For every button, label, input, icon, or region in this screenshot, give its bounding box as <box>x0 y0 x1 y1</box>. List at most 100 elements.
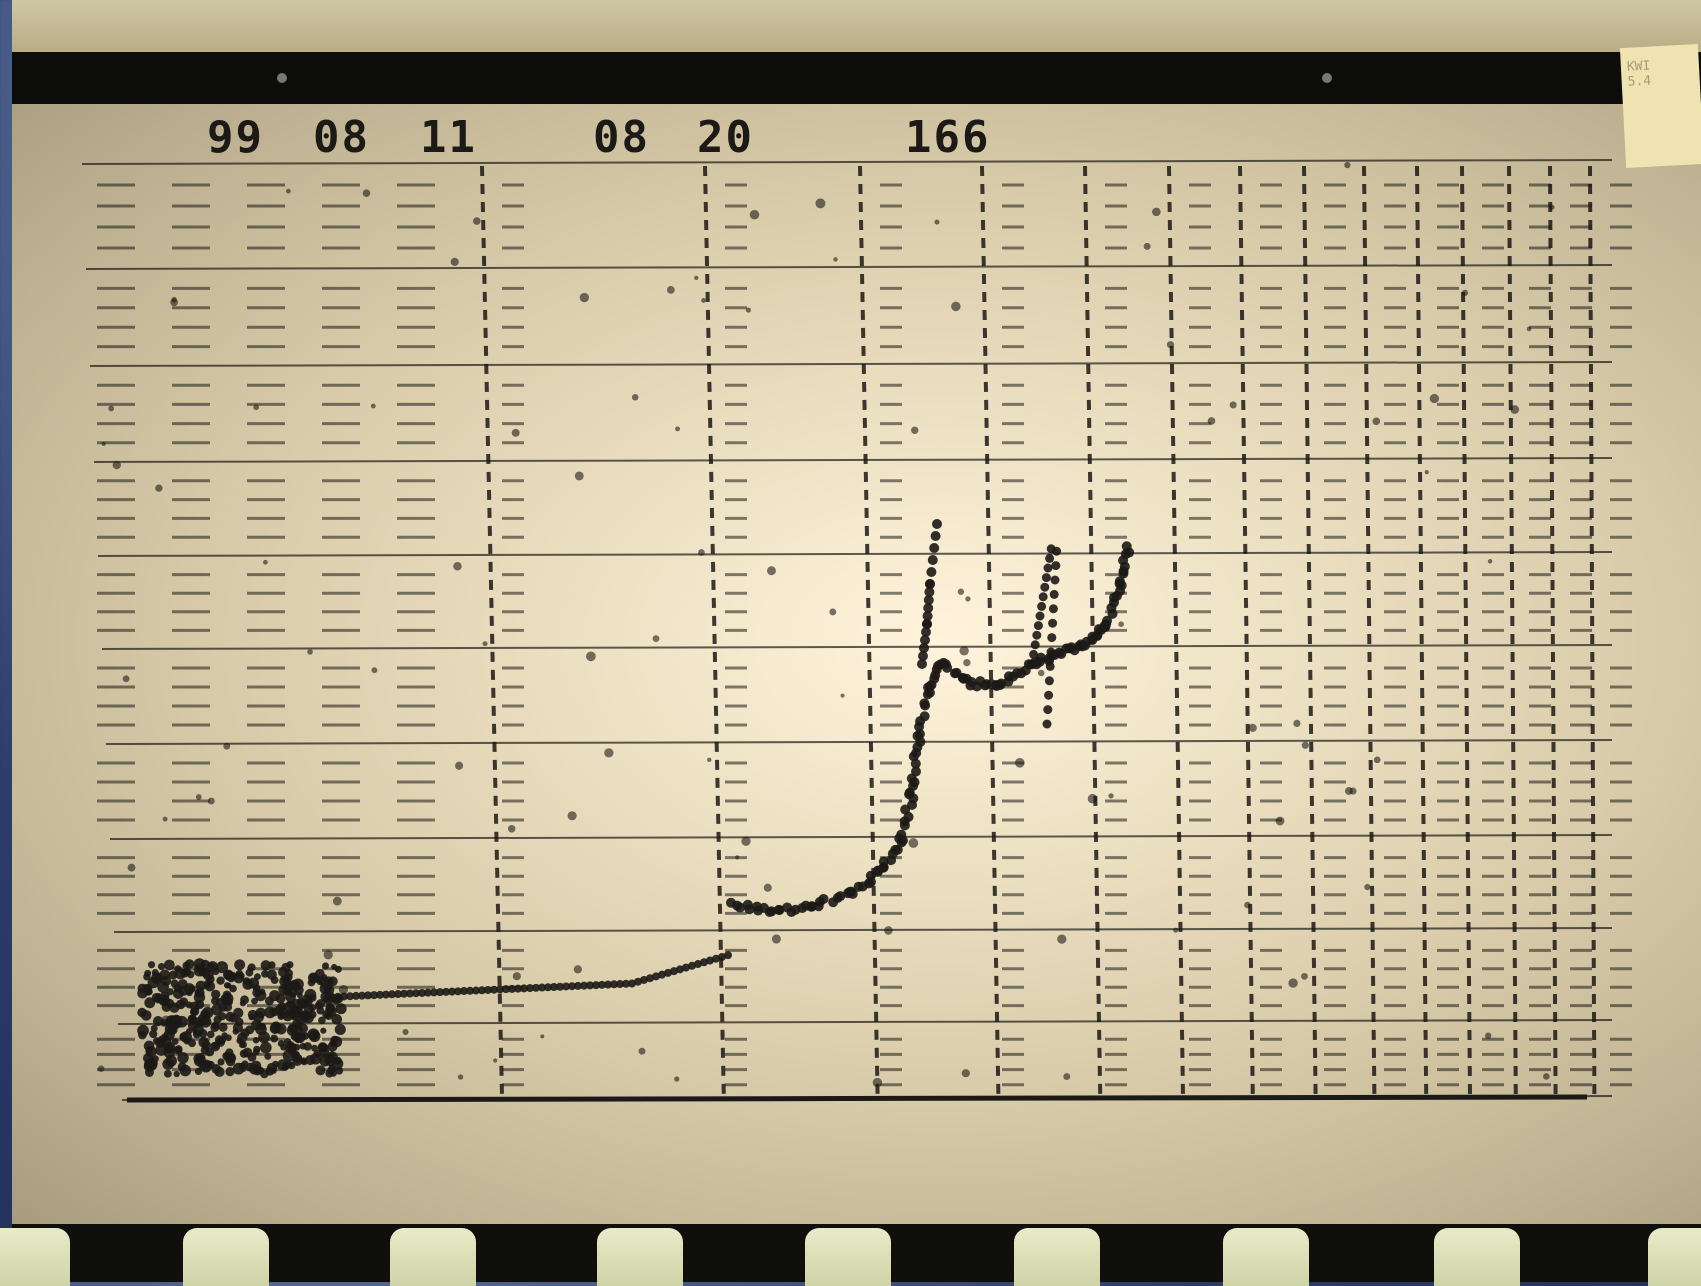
echo-dot <box>224 982 230 988</box>
noise-speck <box>965 596 970 601</box>
echo-dot <box>288 1024 297 1033</box>
noise-speck <box>674 1076 679 1081</box>
horizontal-grid-lines <box>82 160 1612 1100</box>
noise-speck <box>1244 902 1251 909</box>
echo-dot <box>146 985 153 992</box>
echo-dot <box>233 1023 243 1033</box>
noise-speck <box>286 189 291 194</box>
noise-speck <box>163 817 168 822</box>
noise-speck <box>1527 327 1532 332</box>
noise-speck <box>1372 417 1380 425</box>
echo-dot <box>204 980 212 988</box>
noise-speck <box>568 811 577 820</box>
noise-speck <box>1108 793 1113 798</box>
noise-speck <box>1364 884 1370 890</box>
noise-speck <box>675 426 680 431</box>
noise-speck <box>958 589 964 595</box>
noise-speck <box>170 298 178 306</box>
echo-dot <box>324 1012 332 1020</box>
echo-dot <box>239 1042 245 1048</box>
noise-speck <box>934 220 939 225</box>
echo-dot <box>233 1008 243 1018</box>
noise-speck <box>307 649 313 655</box>
echo-dot <box>227 1053 235 1061</box>
ionogram-echo-trace <box>137 519 1134 1078</box>
echo-dot <box>207 1061 215 1069</box>
echo-dot <box>194 990 201 997</box>
echo-dot <box>1048 619 1057 628</box>
corner-paper-tag: KWI 5.4 <box>1620 44 1701 168</box>
sprocket-hole-8 <box>1434 1228 1520 1286</box>
grid-line <box>86 265 1612 269</box>
echo-dot <box>308 979 316 987</box>
noise-speck <box>707 758 711 762</box>
echo-dot <box>270 1035 278 1043</box>
echo-dot <box>1046 662 1055 671</box>
sprocket-hole-5 <box>805 1228 891 1286</box>
echo-dot <box>1031 640 1040 649</box>
noise-speck <box>632 394 639 401</box>
grid-line <box>114 928 1612 932</box>
noise-speck <box>1550 205 1555 210</box>
echo-dot <box>300 1043 307 1050</box>
echo-dot <box>926 567 936 577</box>
noise-speck <box>1015 758 1025 768</box>
echo-dot <box>175 1045 183 1053</box>
noise-speck <box>1349 788 1356 795</box>
echo-dot <box>177 1052 188 1063</box>
film-strip <box>12 0 1701 1282</box>
header-minute: 20 <box>697 112 754 163</box>
noise-speck <box>735 855 739 859</box>
echo-dot <box>267 1063 277 1073</box>
echo-dot <box>319 1047 329 1057</box>
tick-column <box>1417 166 1426 1096</box>
echo-dot <box>211 997 219 1005</box>
corner-tag-text: KWI 5.4 <box>1627 59 1652 90</box>
echo-dot <box>161 1036 172 1047</box>
noise-speck <box>1038 670 1045 677</box>
echo-dot <box>1049 604 1058 613</box>
echo-dot <box>328 976 338 986</box>
echo-dot <box>198 1061 207 1070</box>
echo-dot <box>184 968 192 976</box>
echo-dot <box>330 1036 338 1044</box>
echo-dot <box>203 969 214 980</box>
echo-dot <box>285 974 292 981</box>
sprocket-hole-9 <box>1648 1228 1701 1286</box>
noise-speck <box>575 472 584 481</box>
echo-dot <box>920 711 930 721</box>
echo-dot <box>234 959 245 970</box>
noise-speck <box>1152 208 1161 217</box>
echo-dot <box>1029 650 1038 659</box>
film-top-edge <box>12 0 1701 52</box>
noise-speck <box>458 1074 463 1079</box>
noise-speck <box>911 427 918 434</box>
echo-dot <box>325 1069 333 1077</box>
noise-speck <box>123 675 130 682</box>
echo-dot <box>1044 691 1053 700</box>
rivet-left <box>277 73 287 83</box>
noise-speck <box>829 609 836 616</box>
echo-dot <box>1051 561 1060 570</box>
noise-speck <box>1276 817 1285 826</box>
noise-speck <box>155 485 162 492</box>
noise-speck <box>161 1015 171 1025</box>
noise-speck <box>493 1058 497 1062</box>
echo-dot <box>172 1015 181 1024</box>
echo-dot <box>264 1053 271 1060</box>
echo-dot <box>318 1017 326 1025</box>
film-black-band <box>12 52 1701 104</box>
tick-column <box>1240 166 1253 1096</box>
noise-speck <box>512 429 520 437</box>
noise-speck <box>833 257 837 261</box>
echo-dot <box>194 958 206 970</box>
noise-speck <box>196 794 202 800</box>
echo-dot <box>237 1032 247 1042</box>
noise-speck <box>333 897 342 906</box>
noise-speck <box>1462 290 1468 296</box>
noise-speckles <box>98 162 1555 1087</box>
noise-speck <box>701 298 706 303</box>
noise-speck <box>815 198 825 208</box>
noise-speck <box>884 926 893 935</box>
noise-speck <box>1088 794 1098 804</box>
